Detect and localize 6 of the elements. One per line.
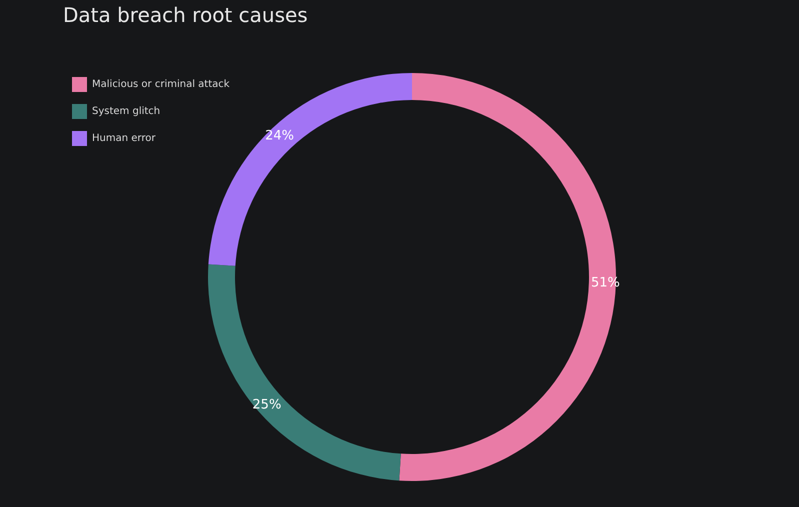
data-label: 24% <box>265 128 294 144</box>
chart-title: Data breach root causes <box>63 3 308 27</box>
legend-label: Human error <box>92 133 156 144</box>
data-label: 25% <box>252 397 282 412</box>
legend-label: Malicious or criminal attack <box>92 79 230 90</box>
legend-label: System glitch <box>92 106 160 117</box>
